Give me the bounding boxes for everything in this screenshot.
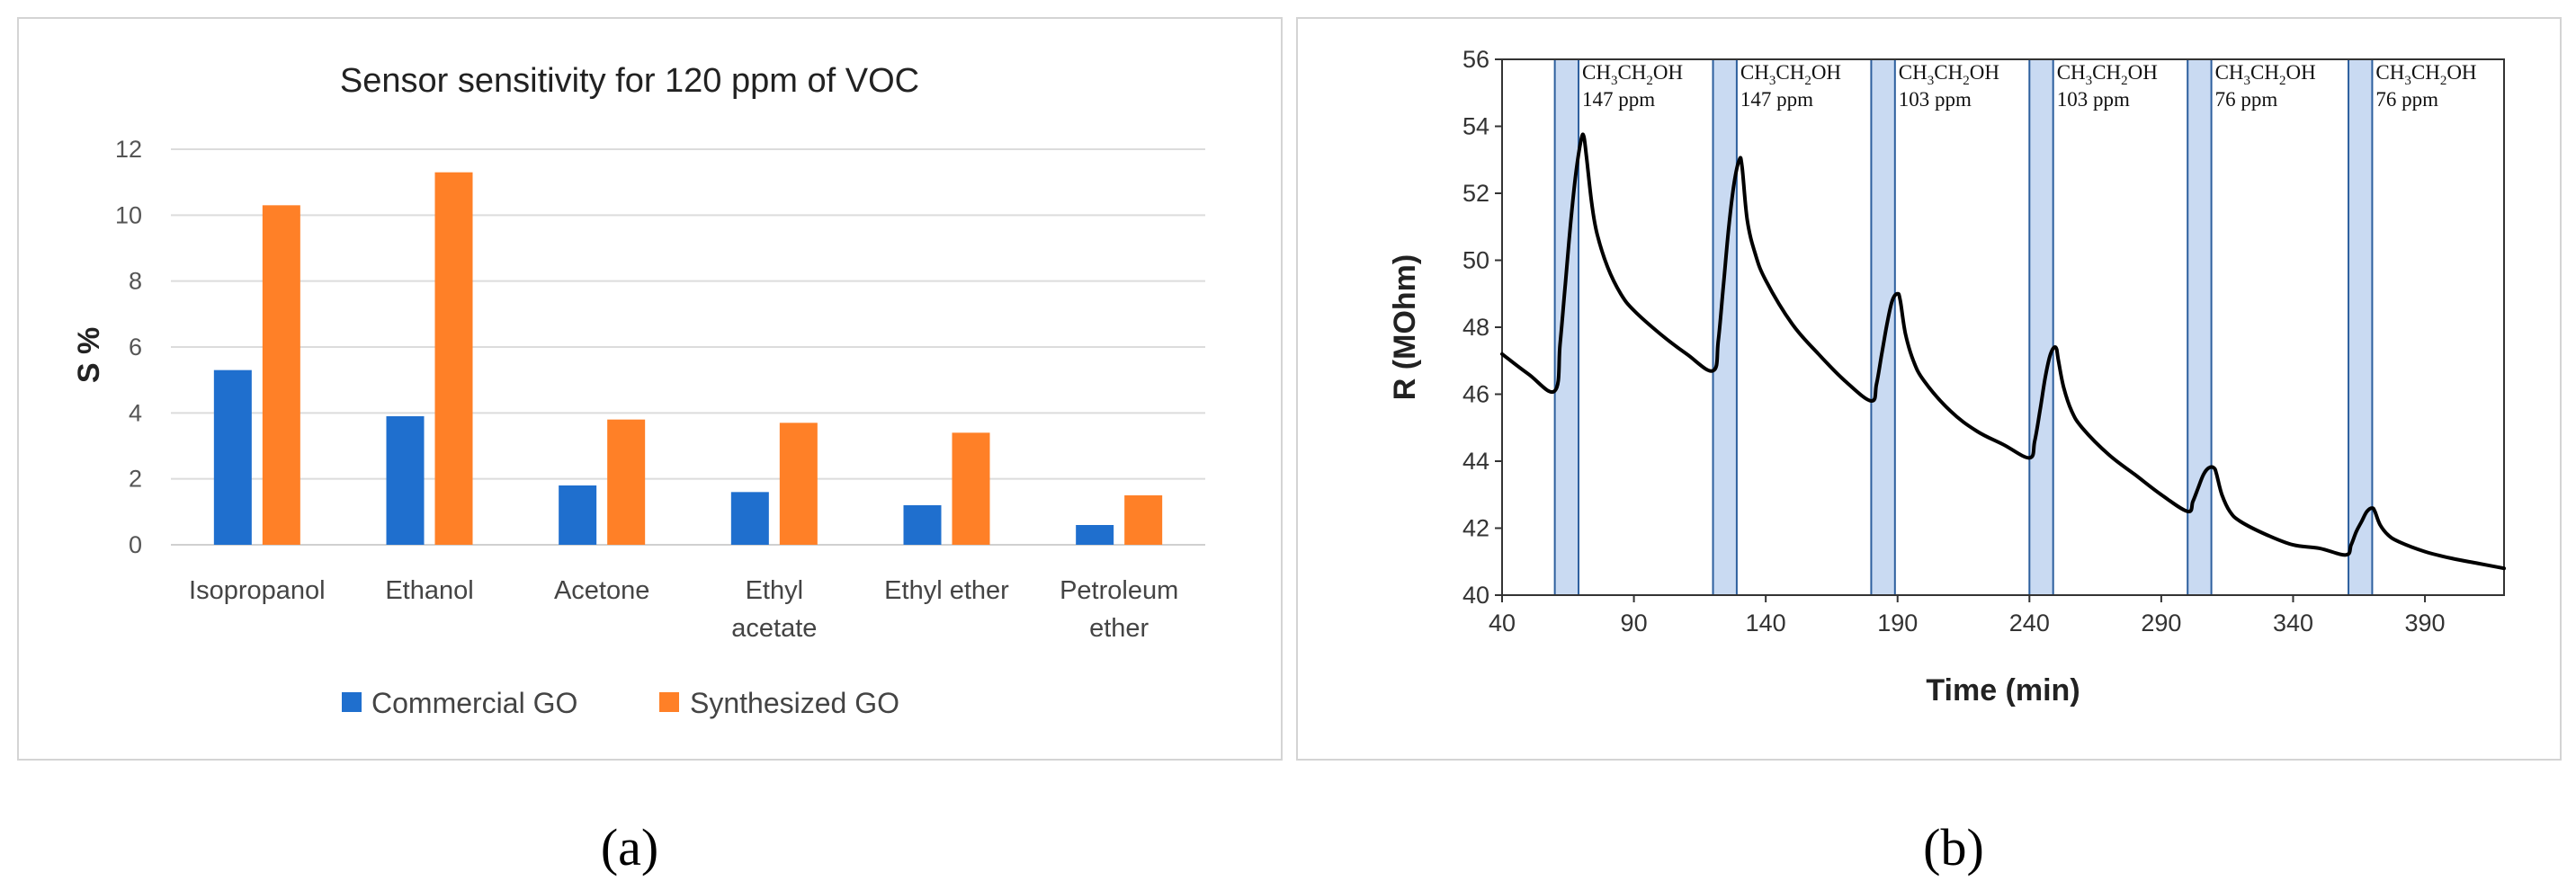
x-tick-label-40: 40	[1489, 610, 1516, 636]
y-tick-label-48: 48	[1462, 314, 1489, 341]
legend-label-commercial-go: Commercial GO	[371, 687, 577, 719]
bar-synthesized-go-isopropanol	[262, 205, 300, 546]
y-tick-label-52: 52	[1462, 180, 1489, 207]
bar-commercial-go-ethyl-ether	[903, 505, 942, 545]
y-tick-label-46: 46	[1462, 381, 1489, 408]
exposure-gas-label-5: CH3CH2OH	[2215, 61, 2316, 88]
exposure-gas-label-6: CH3CH2OH	[2375, 61, 2476, 88]
legend-label-synthesized-go: Synthesized GO	[690, 687, 899, 719]
x-tick-label-190: 190	[1877, 610, 1918, 636]
x-tick-label-340: 340	[2273, 610, 2313, 636]
chart-b-x-label: Time (min)	[1926, 673, 2080, 708]
exposure-concentration-label-4: 103 ppm	[2057, 88, 2130, 111]
bar-commercial-go-ethyl-acetate	[730, 492, 769, 545]
x-tick-label-390: 390	[2405, 610, 2446, 636]
exposure-gas-label-3: CH3CH2OH	[1899, 61, 1999, 88]
category-label-petroleum-ether-line1: Petroleum	[1060, 576, 1178, 605]
chart-a-legend: Commercial GO Synthesized GO	[342, 687, 899, 719]
bar-commercial-go-ethanol	[386, 416, 425, 545]
y-tick-label-10: 10	[115, 201, 142, 228]
category-label-petroleum-ether-line2: ether	[1089, 614, 1149, 643]
x-tick-label-290: 290	[2141, 610, 2181, 636]
panel-label-b: (b)	[1923, 818, 1984, 877]
bar-commercial-go-acetone	[559, 485, 597, 545]
resistance-curve	[1500, 132, 2506, 571]
exposure-gas-label-1: CH3CH2OH	[1582, 61, 1683, 88]
chart-a-gridlines	[171, 148, 1205, 546]
bar-synthesized-go-ethyl-acetate	[779, 423, 818, 545]
chart-a-frame	[17, 17, 1283, 761]
exposure-concentration-label-1: 147 ppm	[1582, 88, 1655, 111]
exposure-concentration-label-6: 76 ppm	[2375, 88, 2438, 111]
y-tick-label-6: 6	[129, 334, 142, 360]
y-tick-label-4: 4	[129, 399, 142, 426]
y-tick-label-12: 12	[115, 136, 142, 163]
panel-label-a: (a)	[601, 818, 658, 877]
exposure-gas-label-4: CH3CH2OH	[2057, 61, 2158, 88]
chart-b-x-ticks: 40 90 140 190 240 290 340 390	[1489, 595, 2446, 636]
chart-b-y-ticks: 40 42 44 46 48 50 52 54 56	[1462, 46, 1502, 609]
category-label-ethyl-ether: Ethyl ether	[884, 576, 1009, 605]
chart-a-y-label: S %	[72, 327, 106, 383]
exposure-window-6	[2348, 58, 2374, 596]
category-label-acetone: Acetone	[554, 576, 649, 605]
x-tick-label-240: 240	[2009, 610, 2050, 636]
y-tick-label-0: 0	[129, 531, 142, 558]
bar-synthesized-go-acetone	[607, 419, 646, 545]
category-label-ethyl-acetate-line2: acetate	[731, 614, 817, 643]
chart-a-y-ticks: 0 2 4 6 8 10 12	[115, 136, 142, 558]
category-label-ethanol: Ethanol	[385, 576, 473, 605]
x-tick-label-90: 90	[1621, 610, 1648, 636]
chart-a-title: Sensor sensitivity for 120 ppm of VOC	[340, 62, 919, 100]
exposure-gas-label-2: CH3CH2OH	[1740, 61, 1841, 88]
y-tick-label-50: 50	[1462, 247, 1489, 274]
y-tick-label-54: 54	[1462, 113, 1489, 140]
chart-b-y-label: R (MOhm)	[1388, 254, 1422, 400]
chart-a-category-labels: Isopropanol Ethanol Acetone Ethyl acetate Eth…	[189, 576, 1178, 643]
legend-swatch-synthesized-go	[659, 692, 679, 712]
bar-synthesized-go-ethanol	[434, 172, 473, 545]
y-tick-label-2: 2	[129, 466, 142, 493]
y-tick-label-56: 56	[1462, 46, 1489, 73]
exposure-window-4	[2028, 58, 2054, 596]
x-tick-label-140: 140	[1746, 610, 1786, 636]
chart-a-bars	[213, 172, 1163, 546]
y-tick-label-8: 8	[129, 268, 142, 295]
exposure-concentration-label-3: 103 ppm	[1899, 88, 1972, 111]
exposure-concentration-label-2: 147 ppm	[1740, 88, 1813, 111]
chart-a: Sensor sensitivity for 120 ppm of VOC 0 2…	[17, 17, 1283, 761]
exposure-window-1	[1553, 58, 1580, 596]
legend-swatch-commercial-go	[342, 692, 362, 712]
y-tick-label-42: 42	[1462, 515, 1489, 542]
category-label-ethyl-acetate-line1: Ethyl	[746, 576, 803, 605]
bar-synthesized-go-petroleum-ether	[1124, 495, 1163, 545]
y-tick-label-40: 40	[1462, 582, 1489, 609]
exposure-window-2	[1712, 58, 1738, 596]
bar-commercial-go-isopropanol	[213, 369, 252, 545]
category-label-isopropanol: Isopropanol	[189, 576, 326, 605]
y-tick-label-44: 44	[1462, 448, 1489, 475]
exposure-window-3	[1870, 58, 1896, 596]
exposure-concentration-label-5: 76 ppm	[2215, 88, 2278, 111]
exposure-window-5	[2187, 58, 2213, 596]
bar-synthesized-go-ethyl-ether	[952, 432, 990, 545]
bar-commercial-go-petroleum-ether	[1076, 525, 1114, 545]
